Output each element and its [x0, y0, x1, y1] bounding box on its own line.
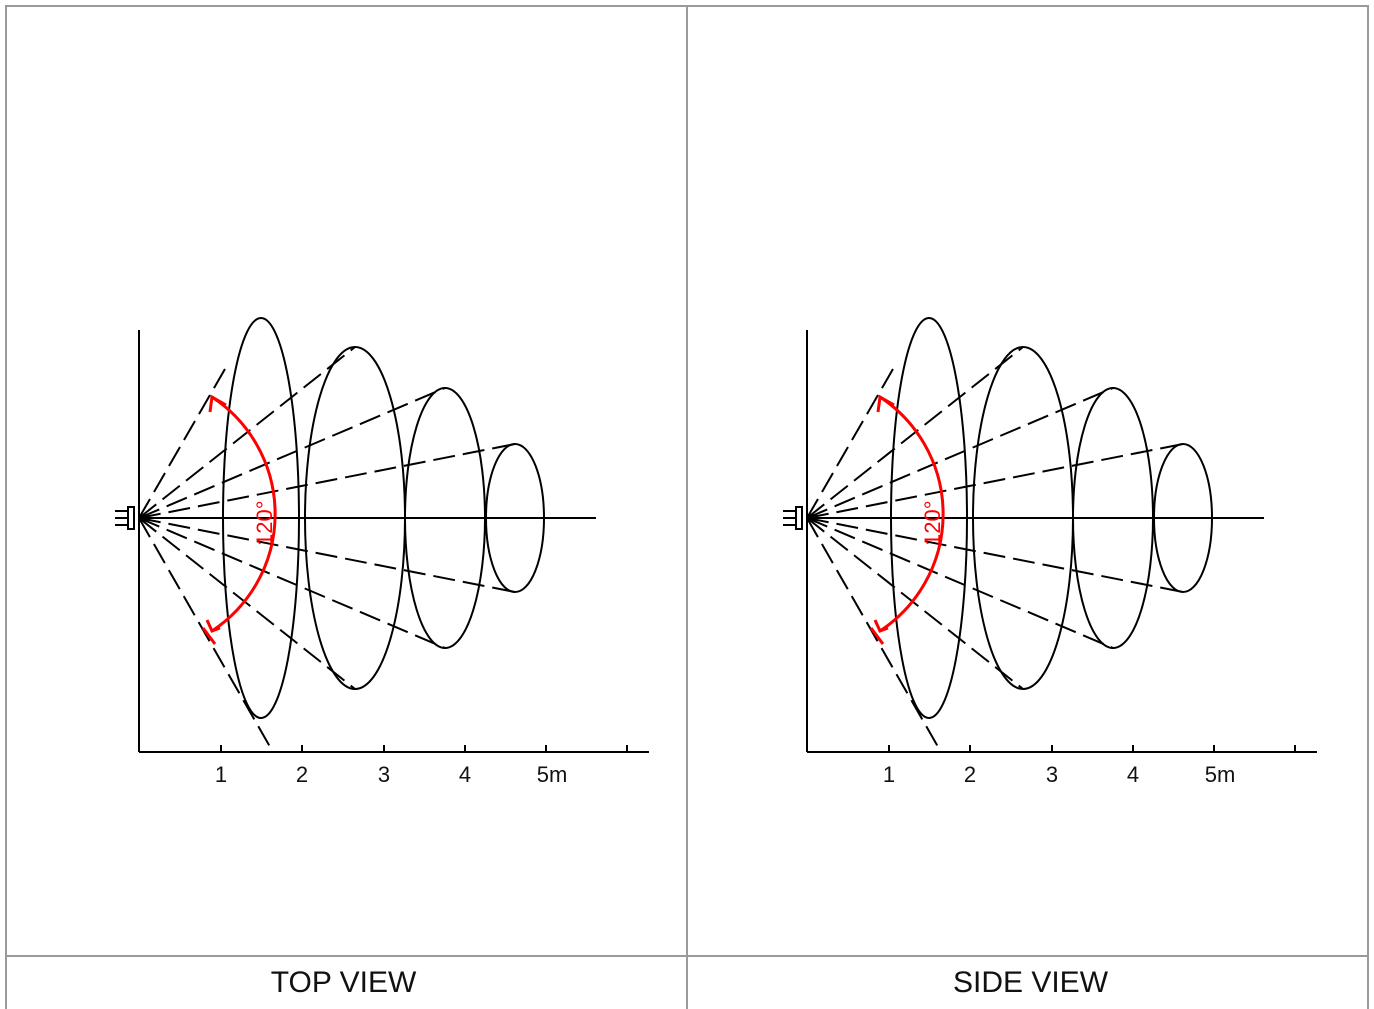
axis-tick-label: 1: [215, 762, 227, 787]
beam-line: [139, 518, 355, 689]
beam-line: [807, 518, 1183, 592]
axis-tick-label: 5m: [537, 762, 568, 787]
axis-tick-label: 1: [883, 762, 895, 787]
beam-line: [139, 369, 225, 518]
top-view-caption: TOP VIEW: [0, 968, 687, 998]
angle-label: 120°: [920, 500, 945, 546]
beam-line: [807, 369, 893, 518]
beam-line: [807, 518, 1023, 689]
beam-line: [807, 518, 941, 752]
top-view-diagram: 120° 1 2 3 4 5m: [115, 318, 649, 787]
axis-tick-label: 4: [1127, 762, 1139, 787]
axis-tick-label: 3: [1046, 762, 1058, 787]
beam-line: [139, 518, 515, 592]
side-view-caption: SIDE VIEW: [687, 968, 1374, 998]
table-frame: [6, 6, 1368, 1009]
axis-tick-label: 3: [378, 762, 390, 787]
axis-tick-label: 5m: [1205, 762, 1236, 787]
side-view-diagram: 120° 1 2 3 4 5m: [783, 318, 1317, 787]
axis-tick-label: 4: [459, 762, 471, 787]
sensor-icon: [783, 507, 802, 529]
axis-tick-label: 2: [964, 762, 976, 787]
beam-line: [807, 444, 1183, 518]
sensor-icon: [115, 507, 134, 529]
beam-line: [807, 347, 1023, 518]
beam-line: [139, 518, 273, 752]
angle-label: 120°: [252, 500, 277, 546]
beam-line: [139, 347, 355, 518]
axis-tick-label: 2: [296, 762, 308, 787]
beam-line: [139, 444, 515, 518]
